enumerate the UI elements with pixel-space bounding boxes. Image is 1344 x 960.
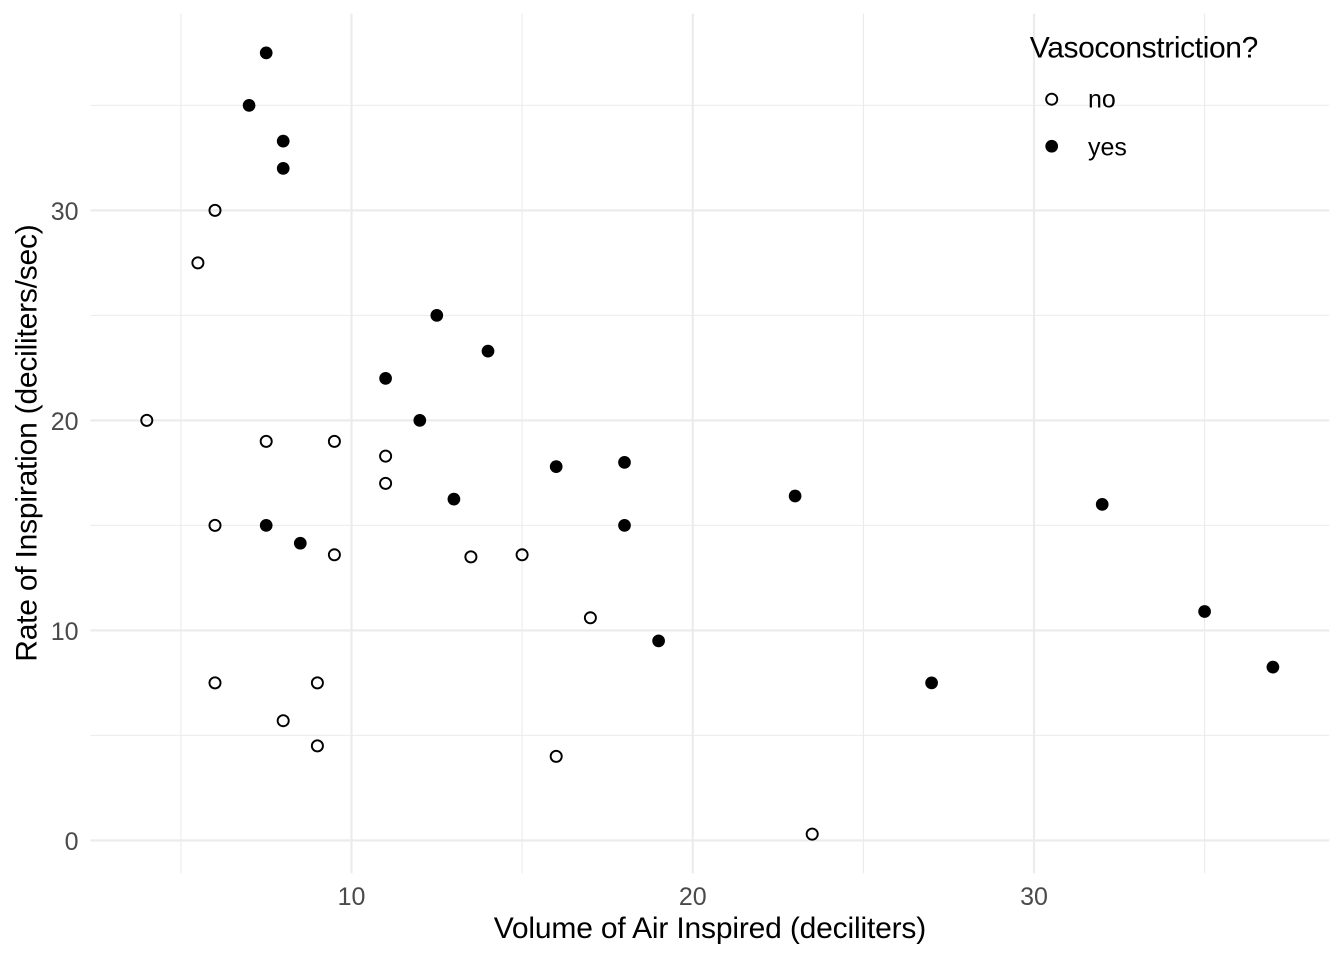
svg-text:Rate of Inspiration (deciliter: Rate of Inspiration (deciliters/sec) [11,224,44,662]
svg-text:20: 20 [679,883,707,911]
svg-text:0: 0 [65,828,79,856]
svg-text:no: no [1088,86,1116,114]
svg-text:Vasoconstriction?: Vasoconstriction? [1030,32,1259,65]
svg-text:10: 10 [338,883,366,911]
svg-text:30: 30 [1020,883,1048,911]
svg-text:10: 10 [51,618,79,646]
svg-text:yes: yes [1088,134,1127,162]
svg-text:20: 20 [51,408,79,436]
svg-text:Volume of Air Inspired (decili: Volume of Air Inspired (deciliters) [494,912,927,945]
svg-text:30: 30 [51,198,79,226]
